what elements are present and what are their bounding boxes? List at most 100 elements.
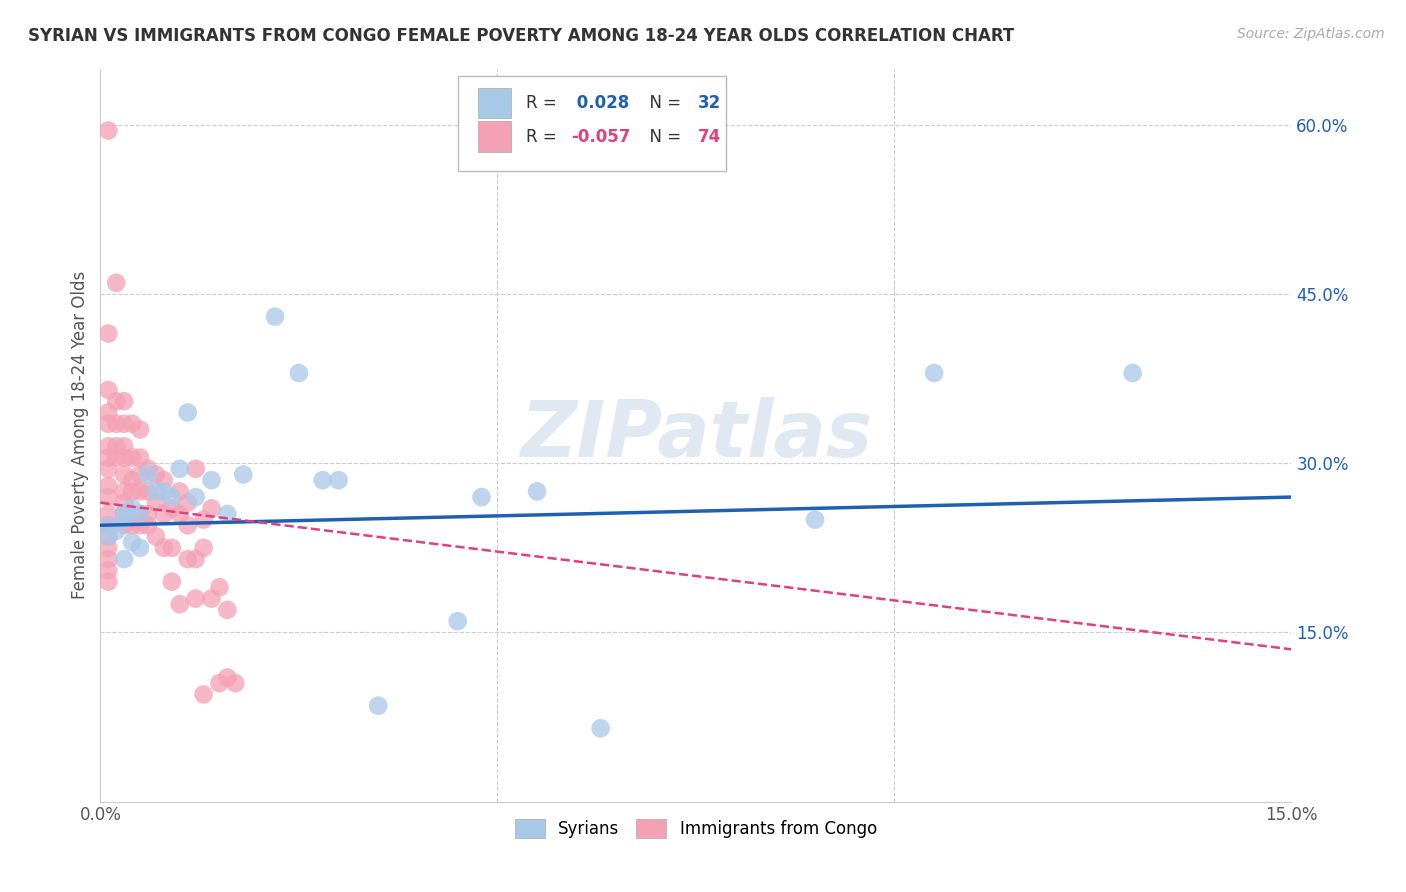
Point bbox=[169, 507, 191, 521]
Point bbox=[97, 462, 120, 476]
Point bbox=[169, 462, 191, 476]
Point bbox=[184, 552, 207, 566]
Point bbox=[129, 450, 152, 465]
Point bbox=[121, 501, 143, 516]
Text: SYRIAN VS IMMIGRANTS FROM CONGO FEMALE POVERTY AMONG 18-24 YEAR OLDS CORRELATION: SYRIAN VS IMMIGRANTS FROM CONGO FEMALE P… bbox=[28, 27, 1014, 45]
Point bbox=[200, 473, 222, 487]
Point bbox=[153, 541, 176, 555]
Point bbox=[97, 450, 120, 465]
Point bbox=[447, 614, 470, 628]
Point bbox=[112, 417, 135, 431]
Point bbox=[121, 450, 143, 465]
Point bbox=[184, 462, 207, 476]
Point bbox=[804, 513, 827, 527]
Point bbox=[97, 123, 120, 137]
Point bbox=[922, 366, 945, 380]
Y-axis label: Female Poverty Among 18-24 Year Olds: Female Poverty Among 18-24 Year Olds bbox=[72, 271, 89, 599]
Point bbox=[112, 450, 135, 465]
Legend: Syrians, Immigrants from Congo: Syrians, Immigrants from Congo bbox=[509, 812, 883, 845]
Point bbox=[136, 484, 159, 499]
Point bbox=[136, 507, 159, 521]
Point bbox=[153, 507, 176, 521]
FancyBboxPatch shape bbox=[478, 121, 512, 153]
Text: 32: 32 bbox=[699, 94, 721, 112]
Point bbox=[136, 467, 159, 482]
Point bbox=[121, 518, 143, 533]
Point bbox=[589, 721, 612, 735]
Point bbox=[112, 394, 135, 409]
Point bbox=[97, 552, 120, 566]
Point bbox=[264, 310, 287, 324]
Point bbox=[193, 513, 215, 527]
Point bbox=[97, 541, 120, 555]
Point bbox=[97, 490, 120, 504]
Text: 0.028: 0.028 bbox=[571, 94, 628, 112]
Text: ZIPatlas: ZIPatlas bbox=[520, 397, 872, 473]
Point bbox=[112, 507, 135, 521]
Point bbox=[153, 473, 176, 487]
Point bbox=[129, 507, 152, 521]
Point bbox=[176, 496, 198, 510]
Point bbox=[97, 518, 120, 533]
Point bbox=[121, 417, 143, 431]
Point bbox=[97, 439, 120, 453]
FancyBboxPatch shape bbox=[458, 76, 725, 171]
Point bbox=[112, 496, 135, 510]
Point bbox=[184, 591, 207, 606]
Point bbox=[97, 574, 120, 589]
Point bbox=[145, 467, 167, 482]
Point bbox=[112, 552, 135, 566]
Point bbox=[367, 698, 389, 713]
Point bbox=[217, 671, 239, 685]
Text: N =: N = bbox=[638, 94, 686, 112]
Point bbox=[105, 439, 128, 453]
Point bbox=[105, 417, 128, 431]
Point bbox=[328, 473, 350, 487]
Point bbox=[97, 383, 120, 397]
Point bbox=[136, 518, 159, 533]
Point bbox=[160, 574, 183, 589]
Point bbox=[112, 518, 135, 533]
Point bbox=[105, 450, 128, 465]
Point bbox=[129, 422, 152, 436]
Point bbox=[105, 524, 128, 538]
Point bbox=[129, 518, 152, 533]
Point bbox=[121, 535, 143, 549]
Text: N =: N = bbox=[638, 128, 686, 145]
Point bbox=[145, 484, 167, 499]
Point bbox=[200, 501, 222, 516]
Point bbox=[160, 541, 183, 555]
Point bbox=[136, 462, 159, 476]
Point bbox=[217, 603, 239, 617]
Point bbox=[121, 473, 143, 487]
Point bbox=[153, 484, 176, 499]
Point bbox=[288, 366, 311, 380]
Point bbox=[97, 518, 120, 533]
Point bbox=[169, 484, 191, 499]
Point bbox=[105, 276, 128, 290]
Point bbox=[193, 541, 215, 555]
Point bbox=[224, 676, 246, 690]
Point bbox=[470, 490, 492, 504]
Point bbox=[145, 496, 167, 510]
Point bbox=[129, 467, 152, 482]
Point bbox=[97, 563, 120, 577]
Point bbox=[97, 417, 120, 431]
Point bbox=[526, 484, 548, 499]
Text: Source: ZipAtlas.com: Source: ZipAtlas.com bbox=[1237, 27, 1385, 41]
Point bbox=[217, 507, 239, 521]
Point bbox=[176, 405, 198, 419]
Point bbox=[105, 394, 128, 409]
Point bbox=[232, 467, 254, 482]
Point bbox=[193, 688, 215, 702]
Point bbox=[129, 484, 152, 499]
Text: R =: R = bbox=[526, 128, 561, 145]
Point bbox=[176, 518, 198, 533]
Point bbox=[129, 507, 152, 521]
Point bbox=[1122, 366, 1144, 380]
Point bbox=[129, 541, 152, 555]
Point bbox=[176, 552, 198, 566]
Point bbox=[208, 580, 231, 594]
Text: R =: R = bbox=[526, 94, 561, 112]
Point bbox=[112, 484, 135, 499]
